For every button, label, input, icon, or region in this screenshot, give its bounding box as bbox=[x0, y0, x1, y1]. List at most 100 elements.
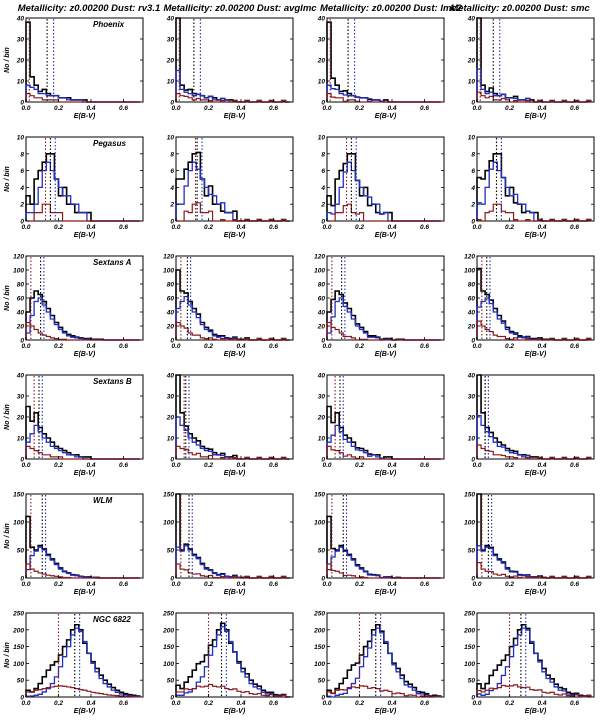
panel-4-4: 0 10 20 30 40 0.0 0.2 0.4 0.6 E(B-V) bbox=[467, 373, 595, 477]
x-axis-label: E(B-V) bbox=[375, 113, 397, 120]
x-tick-label: 0.0 bbox=[472, 462, 481, 469]
x-tick-label: 0.2 bbox=[355, 343, 364, 350]
x-tick-label: 0.0 bbox=[171, 462, 180, 469]
panel-frame bbox=[175, 136, 294, 222]
y-tick-label: 40 bbox=[467, 310, 476, 317]
y-axis-label: No / bin bbox=[4, 404, 11, 430]
y-tick-label: 40 bbox=[467, 16, 476, 23]
y-tick-label: 50 bbox=[318, 678, 326, 685]
x-tick-label: 0.6 bbox=[269, 224, 278, 231]
histogram-blue bbox=[326, 627, 442, 698]
panel-frame bbox=[326, 612, 445, 698]
x-tick-label: 0.2 bbox=[54, 343, 63, 350]
x-tick-label: 0.4 bbox=[387, 700, 396, 707]
galaxy-label: Sextans A bbox=[93, 258, 132, 267]
histogram-blue bbox=[326, 297, 441, 341]
x-tick-label: 0.6 bbox=[420, 581, 429, 588]
panel-1-1: 0 10 20 30 40 0.0 0.2 0.4 0.6 E(B-V) No / bin Phoen… bbox=[4, 16, 144, 120]
y-tick-label: 10 bbox=[17, 436, 25, 443]
histogram-blue bbox=[175, 161, 290, 222]
panel-frame bbox=[175, 493, 294, 579]
histogram-blue bbox=[175, 69, 290, 103]
y-tick-label: 0 bbox=[20, 576, 24, 583]
y-tick-label: 4 bbox=[320, 185, 325, 192]
y-tick-label: 10 bbox=[468, 135, 476, 142]
histogram-red bbox=[25, 563, 140, 579]
y-tick-label: 30 bbox=[17, 37, 25, 44]
y-tick-label: 0 bbox=[321, 219, 325, 226]
x-tick-label: 0.2 bbox=[204, 224, 213, 231]
panel-frame bbox=[476, 612, 595, 698]
y-tick-label: 0 bbox=[471, 695, 475, 702]
y-tick-label: 50 bbox=[17, 678, 25, 685]
histogram-blue bbox=[476, 627, 592, 698]
histogram-blue bbox=[175, 626, 290, 698]
histogram-red bbox=[26, 203, 140, 222]
histogram-all bbox=[326, 515, 441, 579]
y-tick-label: 100 bbox=[314, 520, 325, 527]
x-tick-label: 0.4 bbox=[537, 105, 546, 112]
y-tick-label: 100 bbox=[13, 661, 24, 668]
y-tick-label: 0 bbox=[20, 219, 24, 226]
x-tick-label: 0.6 bbox=[570, 224, 579, 231]
x-tick-label: 0.4 bbox=[537, 700, 546, 707]
column-title-1: Metallicity: z0.00200 Dust: rv3.1 bbox=[18, 3, 161, 14]
x-tick-label: 0.0 bbox=[171, 581, 180, 588]
panel-frame bbox=[175, 255, 294, 341]
x-tick-label: 0.6 bbox=[420, 105, 429, 112]
x-tick-label: 0.4 bbox=[86, 581, 95, 588]
histogram-all bbox=[25, 21, 140, 103]
column-title-4: Metallicity: z0.00200 Dust: smc bbox=[450, 3, 590, 14]
histogram-all bbox=[476, 17, 592, 103]
panel-4-1: 0 10 20 30 40 0.0 0.2 0.4 0.6 E(B-V) No / bin Sexta… bbox=[4, 373, 144, 477]
x-tick-label: 0.0 bbox=[21, 224, 30, 231]
y-tick-label: 20 bbox=[317, 58, 326, 65]
histogram-all bbox=[476, 374, 592, 460]
x-axis-label: E(B-V) bbox=[224, 351, 246, 358]
x-tick-label: 0.0 bbox=[322, 105, 331, 112]
y-tick-label: 10 bbox=[318, 135, 326, 142]
x-tick-label: 0.4 bbox=[537, 462, 546, 469]
y-tick-label: 250 bbox=[12, 611, 24, 618]
x-tick-label: 0.0 bbox=[472, 581, 481, 588]
histogram-red bbox=[25, 685, 141, 698]
y-tick-label: 150 bbox=[314, 492, 325, 499]
y-tick-label: 40 bbox=[166, 310, 175, 317]
histogram-red bbox=[476, 320, 592, 341]
y-tick-label: 0 bbox=[170, 457, 174, 464]
x-tick-label: 0.4 bbox=[236, 224, 245, 231]
x-axis-label: E(B-V) bbox=[375, 351, 397, 358]
histogram-red bbox=[326, 563, 441, 579]
x-tick-label: 0.4 bbox=[86, 224, 95, 231]
y-tick-label: 4 bbox=[470, 185, 475, 192]
y-tick-label: 4 bbox=[19, 185, 24, 192]
panel-frame bbox=[476, 374, 595, 460]
panel-frame bbox=[326, 374, 445, 460]
y-tick-label: 40 bbox=[467, 373, 476, 380]
y-tick-label: 0 bbox=[20, 695, 24, 702]
x-axis-label: E(B-V) bbox=[525, 589, 547, 596]
y-tick-label: 80 bbox=[318, 282, 326, 289]
x-tick-label: 0.2 bbox=[505, 343, 514, 350]
y-tick-label: 250 bbox=[162, 611, 174, 618]
panel-frame bbox=[25, 493, 144, 579]
panel-6-2: 0 50 100 150 200 250 0.0 0.2 0.4 0.6 E(B-V) bbox=[162, 611, 294, 715]
y-tick-label: 50 bbox=[318, 548, 326, 555]
y-tick-label: 150 bbox=[163, 644, 174, 651]
panel-frame bbox=[25, 374, 144, 460]
x-tick-label: 0.6 bbox=[119, 462, 128, 469]
panel-frame bbox=[326, 17, 445, 103]
x-axis-label: E(B-V) bbox=[74, 708, 96, 715]
y-tick-label: 6 bbox=[471, 168, 475, 175]
y-tick-label: 30 bbox=[468, 394, 476, 401]
panel-frame bbox=[175, 612, 294, 698]
histogram-all bbox=[25, 405, 140, 460]
x-tick-label: 0.4 bbox=[236, 105, 245, 112]
histogram-all bbox=[476, 267, 592, 341]
x-axis-label: E(B-V) bbox=[525, 351, 547, 358]
histogram-red bbox=[326, 93, 441, 103]
y-tick-label: 0 bbox=[471, 338, 475, 345]
y-tick-label: 150 bbox=[314, 644, 325, 651]
y-tick-label: 30 bbox=[468, 37, 476, 44]
